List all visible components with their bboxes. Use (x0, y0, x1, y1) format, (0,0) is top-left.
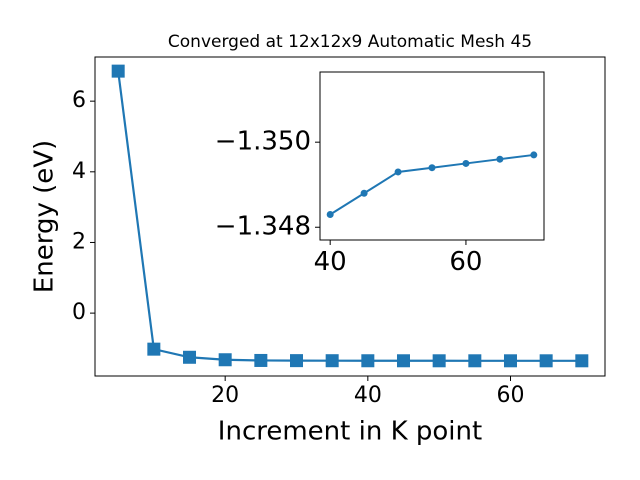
marker (530, 151, 538, 159)
x-tick-label: 60 (449, 247, 482, 277)
marker (360, 189, 368, 197)
y-tick-label: 2 (72, 229, 86, 254)
marker (290, 354, 304, 368)
marker (394, 168, 402, 176)
y-axis-label: Energy (eV) (30, 140, 60, 293)
marker (361, 354, 375, 368)
marker (496, 155, 504, 163)
marker (575, 354, 589, 368)
x-axis-label: Increment in K point (218, 417, 482, 447)
marker (325, 354, 339, 368)
marker (183, 350, 197, 364)
marker (147, 342, 161, 356)
marker (326, 210, 334, 218)
marker (396, 354, 410, 368)
x-tick-label: 20 (211, 383, 239, 408)
marker (432, 354, 446, 368)
y-tick-label: −1.348 (215, 212, 311, 242)
marker (428, 164, 436, 172)
marker (468, 354, 482, 368)
marker (462, 159, 470, 167)
x-tick-label: 40 (314, 247, 347, 277)
marker (218, 353, 232, 367)
y-tick-label: 6 (72, 88, 86, 113)
marker (503, 354, 517, 368)
y-tick-label: 0 (72, 300, 86, 325)
marker (111, 64, 125, 78)
chart-title: Converged at 12x12x9 Automatic Mesh 45 (168, 32, 532, 52)
marker (539, 354, 553, 368)
x-tick-label: 60 (496, 383, 524, 408)
marker (254, 353, 268, 367)
y-tick-label: −1.350 (215, 127, 311, 157)
y-tick-label: 4 (72, 159, 86, 184)
x-tick-label: 40 (354, 383, 382, 408)
plot-area (319, 71, 545, 241)
